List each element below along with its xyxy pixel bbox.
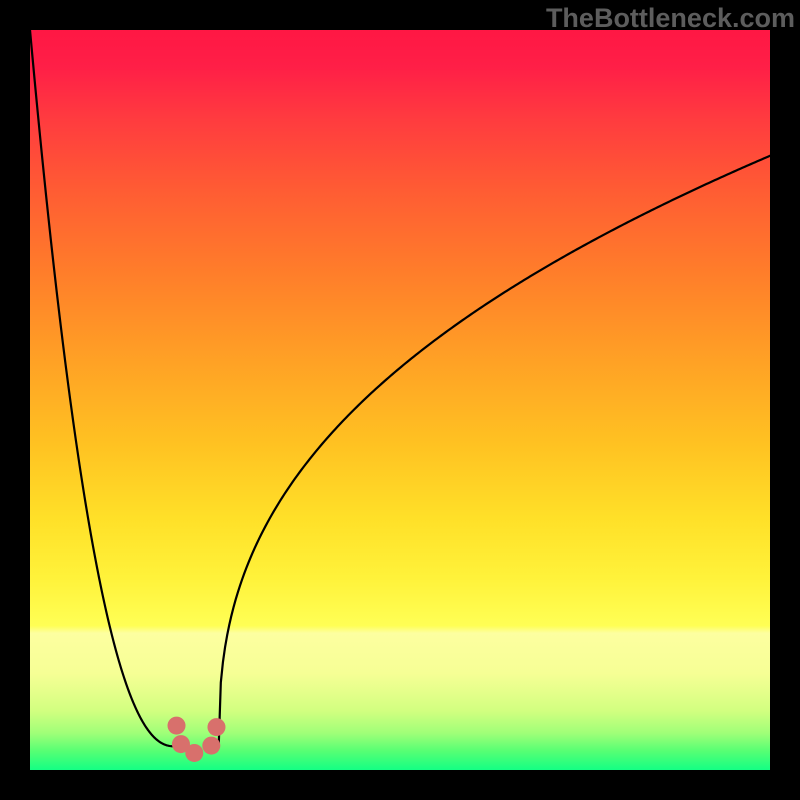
marker-dot — [168, 717, 186, 735]
marker-dot — [207, 718, 225, 736]
plot-gradient-background — [30, 30, 770, 770]
marker-dot — [185, 744, 203, 762]
bottleneck-chart — [0, 0, 800, 800]
marker-dot — [202, 737, 220, 755]
watermark-text: TheBottleneck.com — [546, 3, 795, 34]
